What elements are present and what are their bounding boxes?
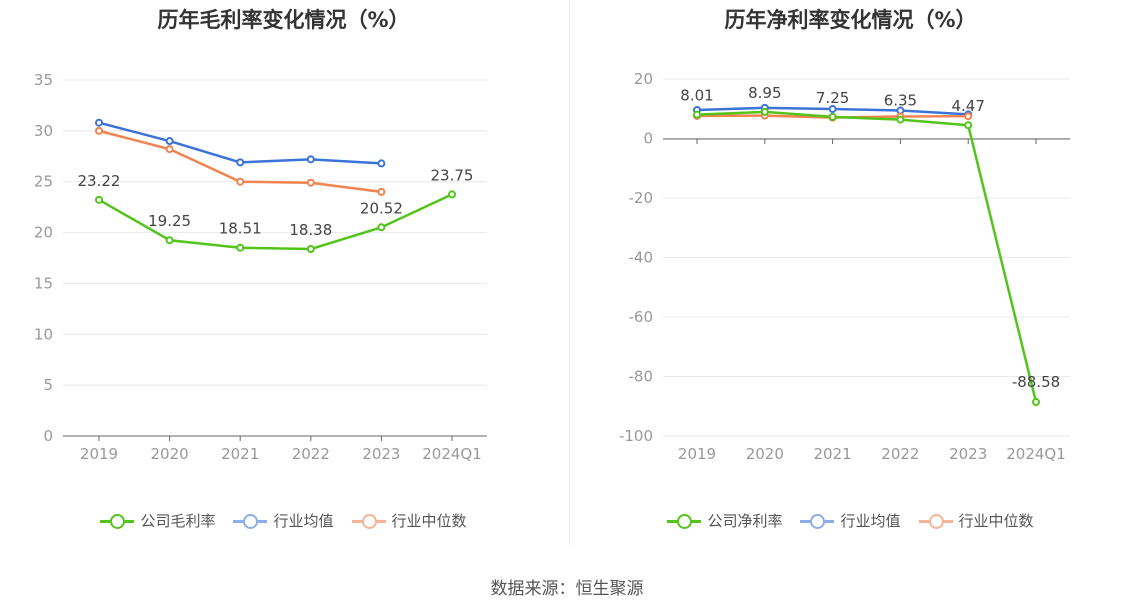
legend-label: 公司毛利率 <box>140 512 216 530</box>
data-point <box>95 126 103 135</box>
legend-marker-icon <box>800 513 835 529</box>
data-point <box>306 178 315 187</box>
data-label: 4.47 <box>951 97 984 115</box>
legend-label: 行业中位数 <box>958 512 1034 530</box>
data-point <box>165 137 174 146</box>
data-point <box>95 195 103 204</box>
data-point <box>236 243 245 252</box>
y-tick-label: -80 <box>629 368 654 386</box>
x-tick-label: 2023 <box>362 445 400 463</box>
data-point <box>236 158 245 167</box>
y-tick-label: 15 <box>34 274 53 292</box>
y-tick-label: 20 <box>634 70 653 88</box>
legend-item-industry-average[interactable]: 行业均值 <box>233 510 334 531</box>
data-point <box>828 112 837 121</box>
legend-item-industry-median[interactable]: 行业中位数 <box>351 510 467 531</box>
data-label: 18.38 <box>289 221 332 239</box>
x-tick-label: 2024Q1 <box>1006 445 1066 463</box>
data-point <box>964 112 973 121</box>
series-line <box>98 193 453 251</box>
gross-margin-plot: 0 5 10 15 20 25 30 35 2019 2020 2021 2022 2023 2024Q1… <box>34 71 487 463</box>
data-label: 23.75 <box>431 166 474 184</box>
chart-legend: 公司毛利率 行业均值 行业中位数 <box>0 510 567 531</box>
y-tick-label: 0 <box>643 130 653 148</box>
data-point <box>165 145 174 154</box>
legend-item-industry-median[interactable]: 行业中位数 <box>918 510 1034 531</box>
x-tick-label: 2022 <box>292 445 330 463</box>
legend-label: 行业均值 <box>840 512 901 530</box>
y-tick-label: -100 <box>619 427 653 445</box>
data-point <box>693 110 701 119</box>
series-line <box>696 110 1038 403</box>
y-tick-label: 5 <box>43 376 53 394</box>
y-tick-label: 20 <box>34 224 53 242</box>
data-point <box>964 121 973 130</box>
x-tick-label: 2024Q1 <box>422 445 482 463</box>
data-label: 8.01 <box>680 87 713 105</box>
chart-legend: 公司净利率 行业均值 行业中位数 <box>567 510 1134 531</box>
panel-divider <box>569 0 570 545</box>
legend-item-company[interactable]: 公司净利率 <box>667 510 782 531</box>
y-tick-label: 35 <box>34 71 53 89</box>
x-tick-label: 2020 <box>746 445 784 463</box>
legend-item-industry-average[interactable]: 行业均值 <box>800 510 901 531</box>
data-point <box>377 159 386 168</box>
data-point <box>236 177 245 186</box>
data-point <box>165 236 174 245</box>
data-label: 23.22 <box>78 172 121 190</box>
data-point <box>377 223 386 232</box>
net-margin-chart: 历年净利率变化情况（%） -100 -80 -60 -40 -20 0 20 2019 2020… <box>567 0 1134 560</box>
data-point <box>95 118 103 127</box>
legend-marker-icon <box>351 513 386 529</box>
data-point <box>306 155 315 164</box>
data-label: 18.51 <box>219 220 262 238</box>
data-label: 19.25 <box>148 212 191 230</box>
data-point <box>896 115 905 124</box>
y-tick-label: 25 <box>34 173 53 191</box>
y-tick-label: 10 <box>34 325 53 343</box>
x-tick-label: 2021 <box>221 445 259 463</box>
y-tick-label: -60 <box>629 308 654 326</box>
chart-title: 历年毛利率变化情况（%） <box>157 8 410 32</box>
legend-label: 行业均值 <box>273 512 334 530</box>
data-label: 6.35 <box>884 92 917 110</box>
chart-title: 历年净利率变化情况（%） <box>724 8 977 32</box>
legend-item-company[interactable]: 公司毛利率 <box>100 510 215 531</box>
y-tick-label: -20 <box>629 189 654 207</box>
x-tick-label: 2022 <box>881 445 919 463</box>
x-tick-label: 2021 <box>814 445 852 463</box>
data-point <box>1032 398 1040 407</box>
data-point <box>306 245 315 254</box>
data-source: 数据来源：恒生聚源 <box>490 579 644 599</box>
net-margin-plot: -100 -80 -60 -40 -20 0 20 2019 2020 2021 2022 2023 2… <box>619 70 1070 463</box>
data-label: 20.52 <box>360 199 403 217</box>
y-tick-label: 30 <box>34 122 53 140</box>
data-label: -88.58 <box>1012 373 1060 391</box>
y-tick-label: -40 <box>629 249 654 267</box>
y-tick-label: 0 <box>43 427 53 445</box>
legend-label: 行业中位数 <box>391 512 467 530</box>
data-point <box>760 107 769 116</box>
legend-label: 公司净利率 <box>707 512 783 530</box>
legend-marker-icon <box>918 513 953 529</box>
legend-marker-icon <box>667 513 702 529</box>
x-tick-label: 2019 <box>678 445 716 463</box>
legend-marker-icon <box>100 513 135 529</box>
x-tick-label: 2023 <box>949 445 987 463</box>
data-point <box>828 105 837 114</box>
data-label: 7.25 <box>816 89 849 107</box>
x-tick-label: 2020 <box>151 445 189 463</box>
gross-margin-chart: 历年毛利率变化情况（%） 0 5 10 15 20 25 30 35 2019 2020 2021 2… <box>0 0 567 560</box>
legend-marker-icon <box>233 513 268 529</box>
data-point <box>377 187 386 196</box>
data-label: 8.95 <box>748 84 781 102</box>
x-tick-label: 2019 <box>80 445 118 463</box>
data-point <box>448 190 456 199</box>
